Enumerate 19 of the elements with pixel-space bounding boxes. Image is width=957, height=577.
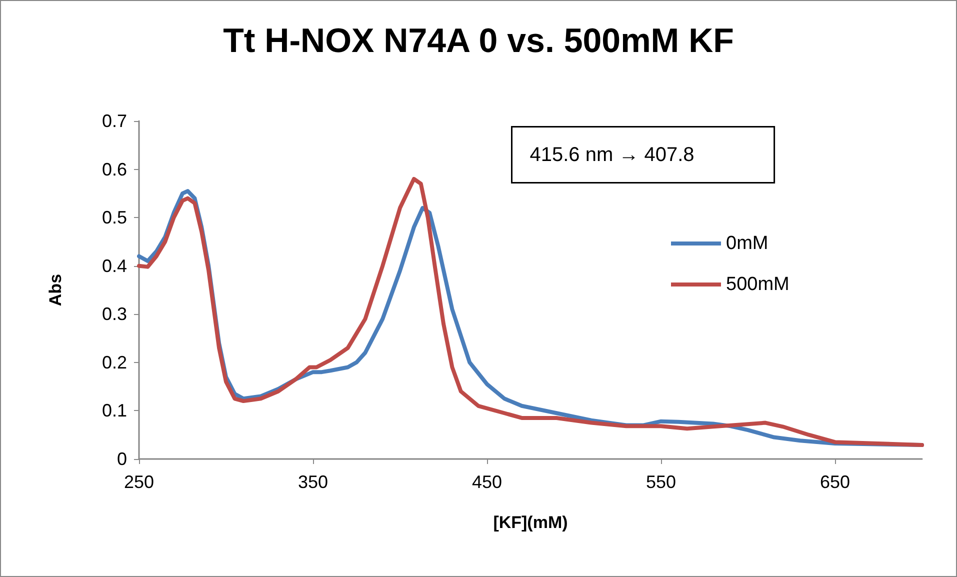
y-axis-title: Abs: [46, 274, 65, 306]
y-tick-label: 0.3: [102, 304, 127, 324]
y-tick-label: 0: [116, 449, 127, 469]
x-tick-label: 350: [298, 472, 328, 492]
legend-label: 0mM: [726, 233, 768, 254]
y-tick-label: 0.4: [102, 256, 127, 276]
x-tick-label: 250: [124, 472, 154, 492]
x-tick-label: 550: [646, 472, 676, 492]
annotation: 415.6 nm → 407.8: [530, 144, 694, 166]
legend-label: 500mM: [726, 274, 790, 295]
y-tick-label: 0.1: [102, 400, 127, 421]
y-tick-label: 0.6: [102, 159, 127, 180]
chart-title: Tt H-NOX N74A 0 vs. 500mM KF: [223, 22, 734, 60]
x-tick-label: 450: [472, 472, 502, 492]
y-tick-label: 0.5: [102, 208, 127, 228]
y-tick-label: 0.2: [102, 352, 127, 372]
x-axis-title: [KF](mM): [493, 513, 568, 532]
y-tick-label: 0.7: [102, 111, 127, 131]
x-tick-label: 650: [820, 472, 850, 492]
